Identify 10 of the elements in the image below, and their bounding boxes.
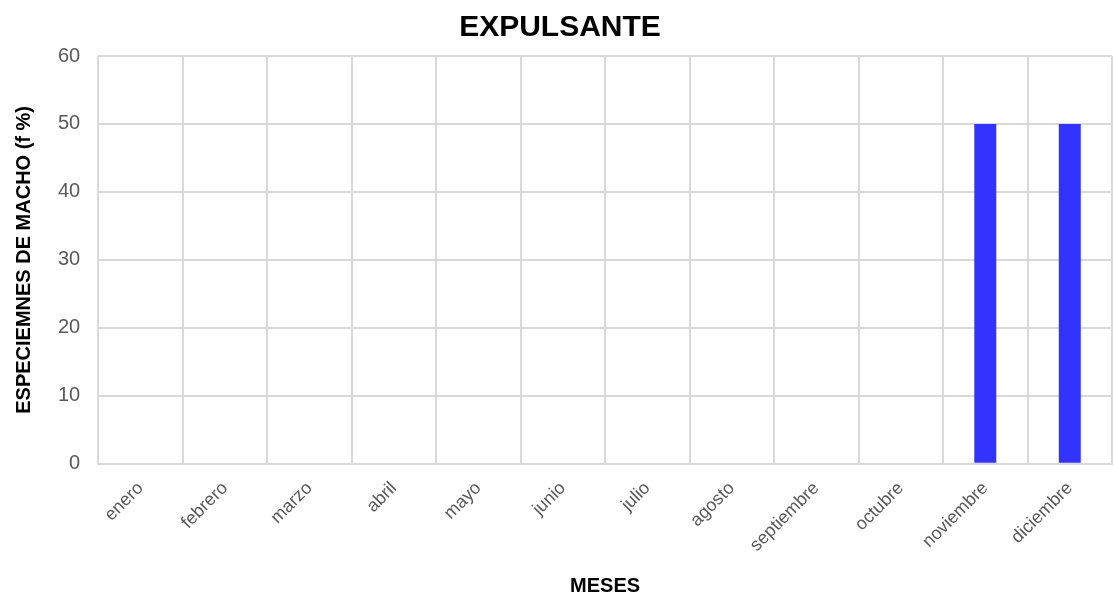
y-tick-label: 50 xyxy=(58,111,81,134)
y-tick-label: 30 xyxy=(58,247,81,270)
y-tick-label: 20 xyxy=(58,315,81,338)
y-tick-label: 0 xyxy=(69,451,81,474)
y-tick-label: 40 xyxy=(58,179,81,202)
x-axis-title: MESES xyxy=(570,573,641,596)
y-tick-label: 10 xyxy=(58,383,81,406)
y-tick-label: 60 xyxy=(58,43,81,66)
y-axis-title: ESPECIEMNES DE MACHO (f %) xyxy=(11,105,34,414)
chart-title: EXPULSANTE xyxy=(459,9,661,43)
